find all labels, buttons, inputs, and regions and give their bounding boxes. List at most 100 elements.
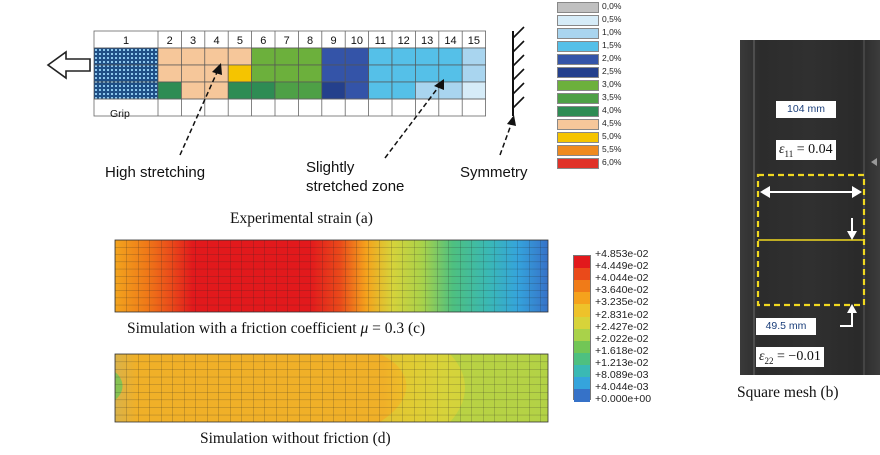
- column-number-label: 4: [213, 35, 219, 47]
- legend-label: 5,5%: [602, 144, 622, 154]
- column-number-label: 7: [284, 35, 290, 47]
- colorbar-label: +2.427e-02: [595, 320, 649, 333]
- legend-swatch: [557, 80, 599, 91]
- colorbar-label: +2.831e-02: [595, 308, 649, 321]
- colorbar-segment: [574, 268, 590, 281]
- legend-row: 1,5%: [557, 40, 632, 53]
- legend-swatch: [557, 54, 599, 65]
- column-number-label: 13: [421, 35, 433, 47]
- simulation-strain-legend: +4.853e-02 +4.449e-02 +4.044e-02 +3.640e-02…: [573, 248, 688, 421]
- legend-swatch: [557, 145, 599, 156]
- legend-label: 0,5%: [602, 14, 622, 24]
- column-number-label: 1: [123, 35, 129, 47]
- colorbar-label: +3.235e-02: [595, 296, 649, 309]
- colorbar-segment: [574, 377, 590, 390]
- colorbar-label: +3.640e-02: [595, 284, 649, 297]
- legend-swatch: [557, 41, 599, 52]
- colorbar: [573, 255, 591, 402]
- legend-label: 4,5%: [602, 118, 622, 128]
- legend-label: 0,0%: [602, 1, 622, 11]
- caption-c: Simulation with a friction coefficient μ…: [127, 320, 426, 337]
- colorbar-label: +4.044e-03: [595, 381, 649, 394]
- legend-label: 1,5%: [602, 40, 622, 50]
- strain-eps22-label: ε22 = −0.01: [756, 347, 824, 367]
- legend-swatch: [557, 119, 599, 130]
- legend-swatch: [557, 67, 599, 78]
- caption-b: Square mesh (b): [737, 384, 839, 401]
- experimental-strain-legend: 0,0% 0,5% 1,0% 1,5% 2,0% 2,5% 3,0% 3,5% 4,0% 4,5%…: [557, 1, 635, 172]
- symmetry-hatch-icon: [512, 26, 525, 116]
- colorbar-label: +4.853e-02: [595, 248, 649, 260]
- annotation-slightly-stretched: Slightly stretched zone: [306, 159, 405, 195]
- strain-eps11-label: ε11 = 0.04: [776, 140, 836, 160]
- colorbar-label: +4.044e-02: [595, 272, 649, 285]
- column-number-label: 11: [375, 35, 386, 47]
- colorbar-segment: [574, 256, 590, 269]
- column-number-label: 10: [351, 35, 363, 47]
- legend-swatch: [557, 106, 599, 117]
- strain-grid: 1 2 3 4 5 6 7 8 9 10 11 12 13 14 15: [93, 30, 487, 117]
- dimension-label-104mm: 104 mm: [776, 101, 836, 118]
- legend-label: 5,0%: [602, 131, 622, 141]
- colorbar-segment: [574, 292, 590, 305]
- legend-row: 1,0%: [557, 27, 632, 40]
- colorbar-label: +4.449e-02: [595, 260, 649, 273]
- colorbar-label: +1.618e-02: [595, 344, 649, 357]
- caption-a: Experimental strain (a): [230, 210, 373, 227]
- legend-row: 2,5%: [557, 66, 632, 79]
- legend-row: 0,0%: [557, 1, 632, 14]
- colorbar-label: +8.089e-03: [595, 369, 649, 381]
- legend-row: 4,5%: [557, 118, 632, 131]
- legend-row: 5,0%: [557, 131, 632, 144]
- legend-label: 3,5%: [602, 92, 622, 102]
- column-number-label: 2: [167, 35, 173, 47]
- annotation-high-stretching: High stretching: [105, 164, 206, 181]
- legend-label: 6,0%: [602, 157, 622, 167]
- column-number-label: 6: [260, 35, 266, 47]
- colorbar-label: +0.000e+00: [595, 393, 652, 406]
- colorbar-segment: [574, 352, 590, 366]
- legend-label: 2,5%: [602, 66, 622, 76]
- colorbar-segment: [574, 340, 590, 354]
- column-number-label: 12: [398, 35, 410, 47]
- column-number-label: 3: [190, 35, 196, 47]
- legend-row: 6,0%: [557, 157, 632, 170]
- colorbar-segment: [574, 364, 590, 378]
- colorbar-label: +1.213e-02: [595, 356, 649, 369]
- experimental-strain-diagram: 1 2 3 4 5 6 7 8 9 10 11 12 13 14 15: [46, 26, 525, 159]
- legend-row: 3,5%: [557, 92, 632, 105]
- annotation-pointers: [179, 63, 516, 159]
- column-number-label: 14: [444, 35, 456, 47]
- legend-swatch: [557, 93, 599, 104]
- caption-d: Simulation without friction (d): [200, 430, 391, 447]
- legend-label: 3,0%: [602, 79, 622, 89]
- legend-label: 1,0%: [602, 27, 622, 37]
- column-number-label: 8: [307, 35, 313, 47]
- colorbar-segment: [574, 389, 590, 402]
- legend-swatch: [557, 2, 599, 13]
- legend-swatch: [557, 132, 599, 143]
- simulation-d-contour: [114, 353, 549, 423]
- simulation-contours: [114, 239, 549, 423]
- annotation-symmetry: Symmetry: [460, 164, 528, 181]
- legend-row: 4,0%: [557, 105, 632, 118]
- colorbar-segment: [574, 280, 590, 293]
- legend-swatch: [557, 28, 599, 39]
- legend-row: 5,5%: [557, 144, 632, 157]
- dimension-label-49-5mm: 49.5 mm: [756, 318, 816, 335]
- legend-row: 0,5%: [557, 14, 632, 27]
- column-number-label: 9: [330, 35, 336, 47]
- legend-row: 2,0%: [557, 53, 632, 66]
- column-number-label: 5: [237, 35, 243, 47]
- grid-bottom-row: [93, 98, 487, 117]
- colorbar-segment: [574, 316, 590, 330]
- colorbar-label: +2.022e-02: [595, 332, 649, 345]
- colorbar-segment: [574, 328, 590, 342]
- simulation-c-contour: [114, 239, 549, 313]
- colorbar-segment: [574, 304, 590, 317]
- column-number-label: 15: [468, 35, 480, 47]
- pull-arrow-icon: [46, 50, 91, 80]
- legend-swatch: [557, 15, 599, 26]
- legend-swatch: [557, 158, 599, 169]
- grip-label: Grip: [110, 108, 130, 120]
